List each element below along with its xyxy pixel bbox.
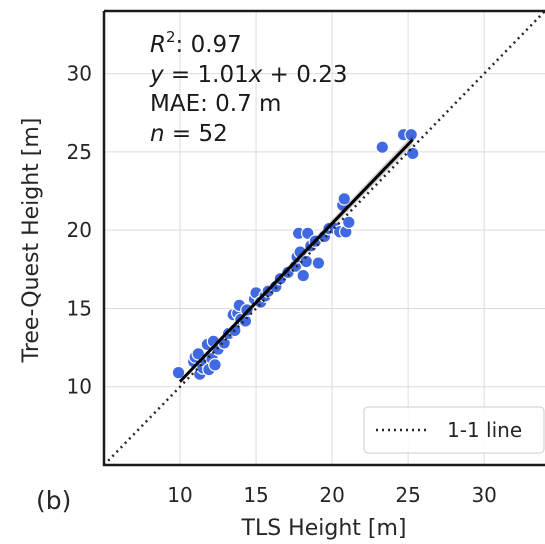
grid <box>104 11 545 465</box>
x-tick-label: 20 <box>319 483 344 507</box>
y-tick-label: 30 <box>67 62 92 86</box>
lines <box>104 11 545 465</box>
x-tick-label: 15 <box>243 483 268 507</box>
y-axis-label: Tree-Quest Height [m] <box>19 118 44 364</box>
x-tick-label: 25 <box>395 483 420 507</box>
panel-label: (b) <box>36 486 71 515</box>
x-axis-label: TLS Height [m] <box>241 516 407 541</box>
data-point <box>337 192 352 206</box>
data-point <box>296 268 311 283</box>
y-tick-label: 20 <box>67 218 92 242</box>
r2-annotation: R2: 0.97 <box>150 28 242 58</box>
data-point <box>342 215 356 230</box>
data-point <box>208 358 222 372</box>
y-tick-label: 25 <box>67 140 92 164</box>
data-point <box>171 365 186 380</box>
legend-box <box>363 406 545 454</box>
legend: 1-1 line <box>363 406 545 454</box>
axes-frame <box>102 9 545 467</box>
mae-annotation: MAE: 0.7 m <box>150 91 281 117</box>
y-tick-label: 10 <box>67 375 92 399</box>
data-point <box>375 140 390 154</box>
legend-label-1-1-line: 1-1 line <box>447 418 522 442</box>
data-point <box>405 146 420 161</box>
x-tick-label: 10 <box>167 483 192 507</box>
x-tick-label: 30 <box>471 483 496 507</box>
y-tick-label: 15 <box>67 296 92 320</box>
tick-labels: 10 15 20 25 30 10 15 20 25 30 <box>67 62 497 507</box>
regression-line <box>178 138 414 383</box>
n-annotation: n = 52 <box>150 121 228 147</box>
data-point <box>311 256 326 270</box>
fit-equation: y = 1.01x + 0.23 <box>149 62 347 88</box>
